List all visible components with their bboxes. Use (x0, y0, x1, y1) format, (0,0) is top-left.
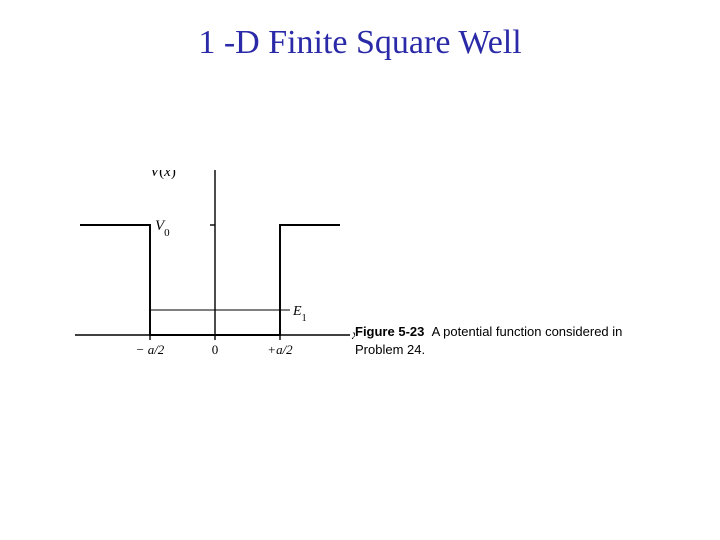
e1-label: E1 (292, 304, 307, 324)
figure-number: Figure 5-23 (355, 324, 424, 339)
diagram-svg: x− a/20+a/2V(x)V0E1 (75, 170, 355, 370)
figure-caption: Figure 5-23 A potential function conside… (355, 323, 655, 358)
slide-title: 1 -D Finite Square Well (0, 24, 720, 62)
x-tick-label: 0 (212, 342, 219, 357)
potential-well-diagram: x− a/20+a/2V(x)V0E1 (75, 170, 355, 370)
y-axis-label: V(x) (150, 170, 176, 180)
x-tick-label: +a/2 (267, 342, 293, 357)
x-tick-label: − a/2 (136, 342, 165, 357)
v0-label: V0 (155, 218, 170, 239)
